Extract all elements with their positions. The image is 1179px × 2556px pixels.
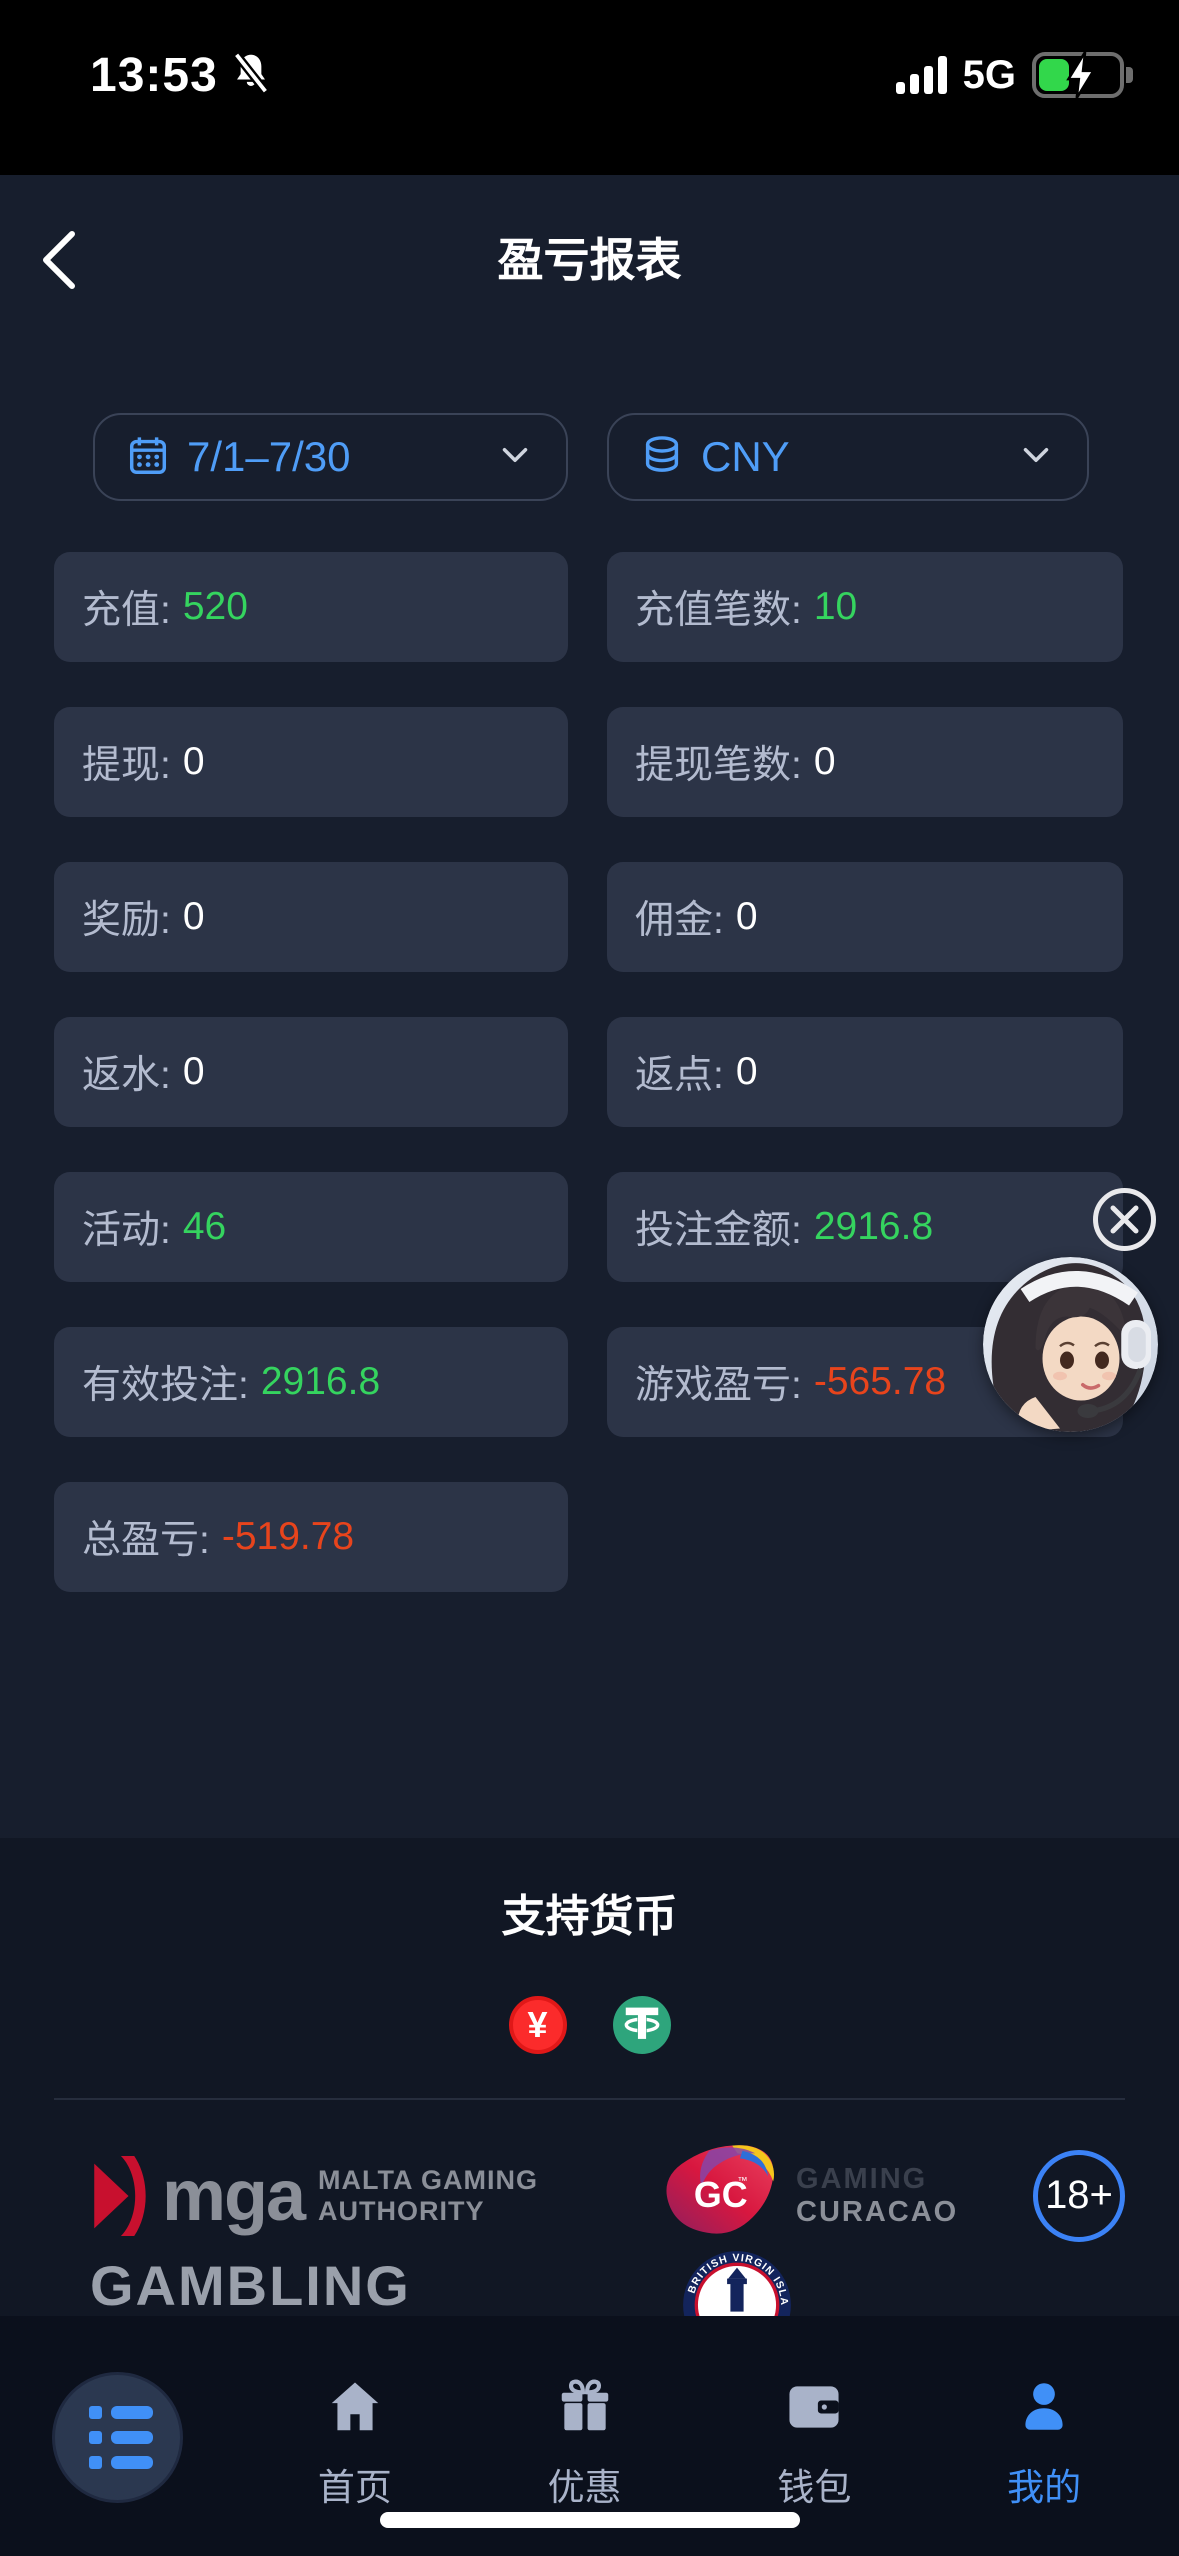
wallet-icon	[783, 2376, 845, 2443]
stat-label: 提现:	[82, 744, 171, 787]
stat-label: 充值笔数:	[635, 589, 802, 632]
home-icon	[324, 2376, 386, 2443]
stat-card: 提现: 0	[54, 707, 568, 817]
tab-promotions[interactable]: 优惠	[505, 2376, 665, 2511]
chevron-down-icon	[1015, 434, 1057, 481]
menu-button[interactable]	[52, 2372, 183, 2503]
stat-card: 有效投注: 2916.8	[54, 1327, 568, 1437]
stat-card: 佣金: 0	[607, 862, 1123, 972]
stat-value: 0	[735, 895, 758, 938]
gc-line2: CURACAO	[796, 2195, 959, 2228]
gift-icon	[554, 2376, 616, 2443]
tab-bar: 首页 优惠	[0, 2316, 1179, 2556]
gaming-curacao-logo: GC ™ GAMING CURACAO	[658, 2143, 958, 2248]
stat-value: 0	[182, 895, 205, 938]
battery-charging-icon	[1032, 51, 1133, 99]
mga-mark-icon	[94, 2155, 146, 2236]
stat-value: 0	[182, 1050, 205, 1093]
date-range-dropdown[interactable]: 7/1–7/30	[93, 413, 568, 501]
calendar-icon	[125, 432, 171, 483]
stats-grid: 充值: 520 充值笔数: 10 提现: 0 提现笔数: 0 奖励: 0 佣金:…	[54, 552, 1123, 1592]
stat-label: 充值:	[82, 589, 171, 632]
license-logos-row: mga MALTA GAMING AUTHORITY	[90, 2143, 1125, 2248]
stat-value: 10	[813, 585, 858, 628]
filters: 7/1–7/30 CNY	[93, 413, 1089, 501]
stat-label: 活动:	[82, 1209, 171, 1252]
customer-service-avatar[interactable]	[983, 1257, 1158, 1432]
page-title: 盈亏报表	[497, 234, 682, 286]
stat-card: 充值: 520	[54, 552, 568, 662]
stat-value: 46	[182, 1205, 227, 1248]
stat-label: 有效投注:	[82, 1364, 249, 1407]
stat-value: 2916.8	[813, 1205, 934, 1248]
stat-value: 2916.8	[260, 1360, 381, 1403]
tab-wallet[interactable]: 钱包	[734, 2376, 894, 2511]
coins-icon	[639, 432, 685, 483]
stat-value: -565.78	[813, 1360, 947, 1403]
header: 盈亏报表	[0, 210, 1179, 320]
mga-logo: mga MALTA GAMING AUTHORITY	[90, 2155, 539, 2236]
stat-label: 奖励:	[82, 899, 171, 942]
stat-card: 活动: 46	[54, 1172, 568, 1282]
stat-value: 520	[182, 585, 248, 628]
stat-card: 返水: 0	[54, 1017, 568, 1127]
mga-brand: mga	[162, 2155, 306, 2236]
gambling-commission-line1: GAMBLING	[90, 2254, 411, 2317]
gc-mark-icon: GC ™	[666, 2145, 775, 2234]
stat-card: 投注金额: 2916.8	[607, 1172, 1123, 1282]
menu-list-icon	[89, 2406, 180, 2419]
stat-label: 总盈亏:	[82, 1519, 210, 1562]
stat-label: 游戏盈亏:	[635, 1364, 802, 1407]
currency-value: CNY	[701, 433, 790, 480]
currency-dropdown[interactable]: CNY	[607, 413, 1089, 501]
stat-value: 0	[182, 740, 205, 783]
stat-card: 提现笔数: 0	[607, 707, 1123, 817]
status-bar: 13:53 5G	[0, 0, 1179, 175]
usdt-currency-icon	[612, 1996, 671, 2054]
stat-label: 佣金:	[635, 899, 724, 942]
stat-label: 返水:	[82, 1054, 171, 1097]
supported-currencies-title: 支持货币	[501, 1892, 678, 1941]
stat-label: 投注金额:	[635, 1209, 802, 1252]
network-type: 5G	[962, 52, 1016, 97]
mga-line1: MALTA GAMING	[318, 2164, 539, 2195]
tab-profile[interactable]: 我的	[964, 2376, 1124, 2511]
clock: 13:53	[90, 49, 218, 102]
close-service-widget-button[interactable]	[1091, 1186, 1158, 1253]
mga-line2: AUTHORITY	[318, 2195, 485, 2226]
stat-card: 充值笔数: 10	[607, 552, 1123, 662]
stat-label: 提现笔数:	[635, 744, 802, 787]
gc-line1: GAMING	[796, 2162, 928, 2195]
cellular-signal-icon	[895, 56, 947, 94]
stat-card: 返点: 0	[607, 1017, 1123, 1127]
supported-currencies: ¥	[0, 1996, 1179, 2054]
notifications-muted-icon	[228, 50, 274, 101]
stat-value: 0	[735, 1050, 758, 1093]
tab-home[interactable]: 首页	[275, 2376, 435, 2511]
svg-text:™: ™	[737, 2176, 747, 2187]
stat-label: 返点:	[635, 1054, 724, 1097]
chevron-down-icon	[494, 434, 536, 481]
date-range-value: 7/1–7/30	[187, 433, 351, 480]
divider	[54, 2098, 1125, 2100]
cny-currency-icon: ¥	[508, 1996, 567, 2054]
age-18plus-badge: 18+	[1033, 2149, 1125, 2242]
svg-text:GC: GC	[694, 2175, 748, 2215]
home-indicator[interactable]	[379, 2512, 800, 2528]
stat-card: 奖励: 0	[54, 862, 568, 972]
stat-value: -519.78	[221, 1515, 355, 1558]
back-button[interactable]	[24, 220, 94, 300]
stat-card: 总盈亏: -519.78	[54, 1482, 568, 1592]
stat-value: 0	[813, 740, 836, 783]
person-icon	[1013, 2376, 1075, 2443]
